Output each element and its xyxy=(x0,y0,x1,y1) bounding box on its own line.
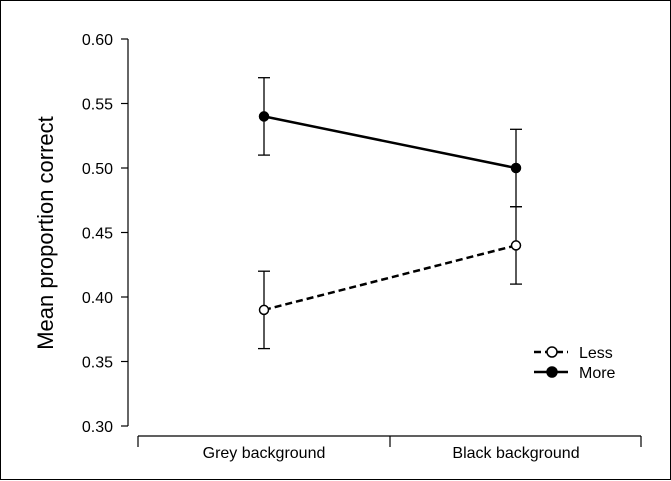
x-tick-label: Black background xyxy=(452,445,579,462)
series-layer xyxy=(258,77,522,350)
data-point xyxy=(258,111,270,122)
legend-label-more: More xyxy=(579,365,616,382)
x-tick-label: Grey background xyxy=(203,445,326,462)
series-less xyxy=(258,206,522,350)
axes xyxy=(127,39,642,447)
data-point xyxy=(510,162,522,174)
y-tick-label: 0.35 xyxy=(82,355,113,372)
y-tick-label: 0.55 xyxy=(82,97,113,114)
y-tick-label: 0.60 xyxy=(82,32,113,49)
series-line xyxy=(263,115,517,170)
y-axis-title: Mean proportion correct xyxy=(33,116,58,350)
y-tick-label: 0.45 xyxy=(82,226,113,243)
series-more xyxy=(258,77,522,208)
x-tick-labels: Grey background Black background xyxy=(203,445,580,462)
y-tick-label: 0.40 xyxy=(82,290,113,307)
y-tick-label: 0.50 xyxy=(82,161,113,178)
legend-label-less: Less xyxy=(579,345,613,362)
y-ticks: 0.30 0.35 0.40 0.45 0.50 0.55 0.60 xyxy=(82,32,128,436)
legend-marker-more xyxy=(546,366,558,378)
y-tick-label: 0.30 xyxy=(82,419,113,436)
data-point xyxy=(510,240,522,251)
series-line xyxy=(263,244,517,312)
legend: Less More xyxy=(534,345,616,382)
legend-marker-less xyxy=(546,346,558,358)
data-point xyxy=(258,304,270,316)
